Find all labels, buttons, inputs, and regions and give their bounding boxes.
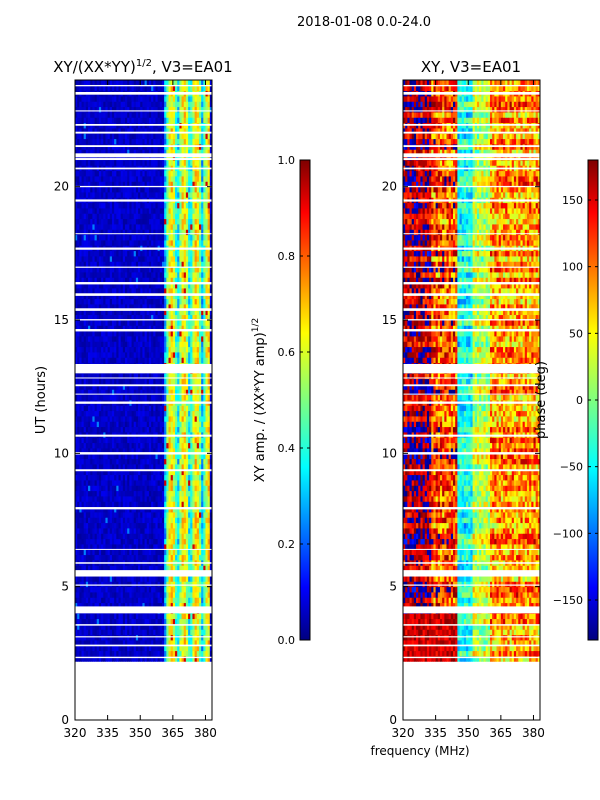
y-tick-label: 15: [54, 313, 69, 327]
colorbar-tick-label: 50: [569, 327, 583, 340]
colorbar-tick-label: 100: [562, 261, 583, 274]
y-tick-label: 20: [382, 180, 397, 194]
amplitude-colorbar-label-superscript: 1/2: [251, 318, 261, 332]
phase-axes-frame: [402, 79, 541, 721]
colorbar-tick-label: 150: [562, 194, 583, 207]
amplitude-axis-ticks: 320 335 350 365 380 0 5 10 15 20: [54, 80, 217, 740]
amplitude-colorbar-label: XY amp. / (XX*YY amp)1/2: [251, 318, 268, 482]
amplitude-panel: XY/(XX*YY)1/2, V3=EA01 320 335 350 365 380 0 5…: [34, 58, 233, 740]
amplitude-title-superscript: 1/2: [136, 58, 152, 69]
phase-colorbar-ticks: −150 −100 −50 0 50 100 150: [553, 194, 598, 607]
y-tick-label: 15: [382, 313, 397, 327]
colorbar-tick-label: 0.8: [278, 250, 296, 263]
phase-axis-ticks: 320 335 350 365 380 0 5 10 15 20: [382, 80, 545, 740]
x-tick-label: 380: [194, 726, 217, 740]
y-tick-label: 5: [389, 580, 397, 594]
colorbar-tick-label: −100: [553, 527, 583, 540]
amplitude-colorbar-gradient: [299, 159, 311, 641]
figure-suptitle: 2018-01-08 0.0-24.0: [297, 15, 431, 30]
x-tick-label: 350: [457, 726, 480, 740]
y-tick-label: 0: [389, 713, 397, 727]
y-tick-label: 5: [61, 580, 69, 594]
y-tick-label: 20: [54, 180, 69, 194]
colorbar-tick-label: −50: [560, 461, 583, 474]
y-tick-label: 0: [61, 713, 69, 727]
x-tick-label: 320: [64, 726, 87, 740]
colorbar-tick-label: 0.4: [278, 442, 296, 455]
y-tick-label: 10: [382, 446, 397, 460]
phase-heatmap: [403, 80, 540, 662]
x-tick-label: 365: [161, 726, 184, 740]
colorbar-tick-label: −150: [553, 594, 583, 607]
amplitude-colorbar-ticks: 0.0 0.2 0.4 0.6 0.8 1.0: [278, 154, 310, 647]
colorbar-tick-label: 0: [576, 394, 583, 407]
phase-panel: XY, V3=EA01 320 335 350 365 380 0 5 10 15 20 freq…: [370, 58, 544, 758]
x-tick-label: 335: [96, 726, 119, 740]
x-tick-label: 380: [522, 726, 545, 740]
x-tick-label: 365: [489, 726, 512, 740]
amplitude-heatmap: [75, 80, 212, 662]
amplitude-colorbar: 0.0 0.2 0.4 0.6 0.8 1.0 XY amp. / (XX*YY amp)…: [251, 154, 311, 647]
colorbar-tick-label: 0.0: [278, 634, 296, 647]
y-tick-label: 10: [54, 446, 69, 460]
colorbar-tick-label: 1.0: [278, 154, 296, 167]
amplitude-axes-frame: [74, 79, 213, 721]
amplitude-ylabel: UT (hours): [34, 366, 49, 434]
colorbar-tick-label: 0.6: [278, 346, 296, 359]
phase-colorbar-label: phase (deg): [534, 361, 549, 439]
phase-colorbar: −150 −100 −50 0 50 100 150 phase (deg): [534, 159, 599, 641]
shared-xlabel: frequency (MHz): [370, 744, 469, 758]
x-tick-label: 350: [129, 726, 152, 740]
x-tick-label: 335: [424, 726, 447, 740]
amplitude-title: XY/(XX*YY)1/2, V3=EA01: [53, 58, 232, 76]
colorbar-tick-label: 0.2: [278, 538, 296, 551]
phase-title: XY, V3=EA01: [421, 58, 521, 76]
x-tick-label: 320: [392, 726, 415, 740]
